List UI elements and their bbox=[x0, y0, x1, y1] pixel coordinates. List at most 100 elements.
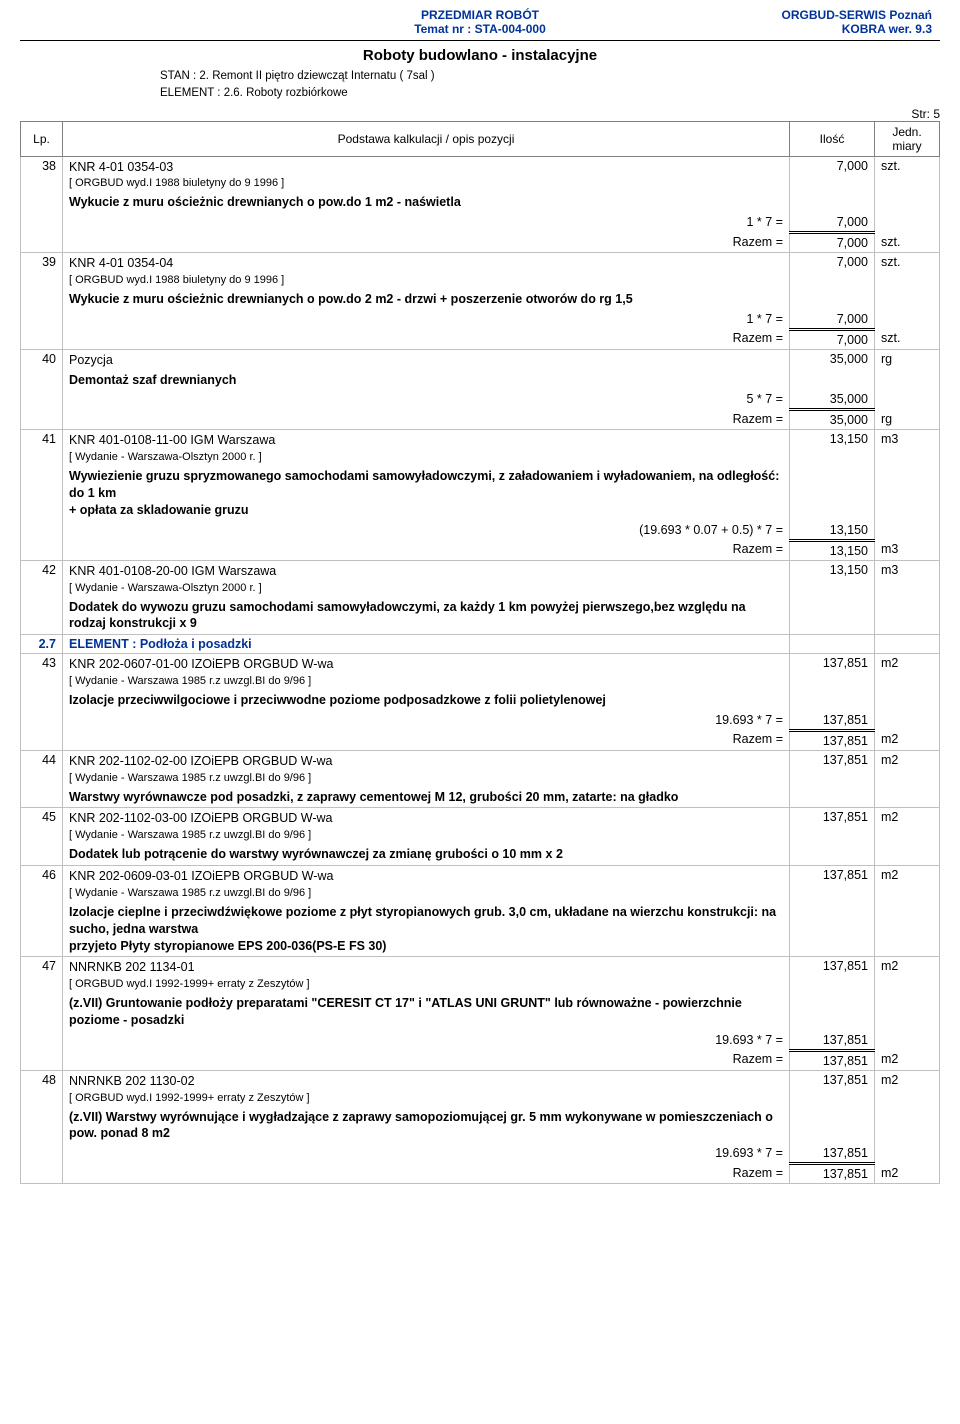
cell-desc: KNR 202-0607-01-00 IZOiEPB ORGBUD W-wa [… bbox=[63, 654, 790, 711]
item-desc: Warstwy wyrównawcze pod posadzki, z zapr… bbox=[69, 789, 783, 806]
razem-unit: m2 bbox=[875, 1164, 940, 1184]
cell-desc: NNRNKB 202 1134-01 [ ORGBUD wyd.I 1992-1… bbox=[63, 957, 790, 1031]
item-code: KNR 4-01 0354-04 bbox=[69, 255, 783, 272]
item-ref: [ Wydanie - Warszawa 1985 r.z uwzgl.BI d… bbox=[69, 828, 783, 843]
cell-unit: m2 bbox=[875, 1070, 940, 1144]
razem-unit: m2 bbox=[875, 1050, 940, 1070]
header-doc-type: PRZEDMIAR ROBÓT bbox=[268, 8, 692, 22]
item-desc: Dodatek lub potrącenie do warstwy wyrówn… bbox=[69, 846, 783, 863]
item-desc: Wykucie z muru ościeżnic drewnianych o p… bbox=[69, 291, 783, 308]
cell-lp: 39 bbox=[21, 253, 63, 310]
item-ref: [ ORGBUD wyd.I 1992-1999+ erraty z Zeszy… bbox=[69, 977, 783, 992]
cell-qty: 137,851 bbox=[790, 957, 875, 1031]
cell-unit: szt. bbox=[875, 156, 940, 213]
item-code: KNR 202-0609-03-01 IZOiEPB ORGBUD W-wa bbox=[69, 868, 783, 885]
document-title: Roboty budowlano - instalacyjne bbox=[20, 47, 940, 64]
header-company: ORGBUD-SERWIS Poznań bbox=[692, 8, 932, 22]
calc-value: 35,000 bbox=[790, 390, 875, 410]
page-container: PRZEDMIAR ROBÓT Temat nr : STA-004-000 O… bbox=[0, 0, 960, 1204]
item-desc-1: Wywiezienie gruzu spryzmowanego samochod… bbox=[69, 468, 783, 502]
item-code: NNRNKB 202 1134-01 bbox=[69, 959, 783, 976]
th-qty: Ilość bbox=[790, 121, 875, 156]
cell-desc: KNR 202-1102-02-00 IZOiEPB ORGBUD W-wa [… bbox=[63, 750, 790, 808]
cell-unit: m3 bbox=[875, 560, 940, 634]
razem-unit: szt. bbox=[875, 329, 940, 349]
item-desc: Demontaż szaf drewnianych bbox=[69, 372, 783, 389]
table-row: 46 KNR 202-0609-03-01 IZOiEPB ORGBUD W-w… bbox=[21, 866, 940, 957]
calc-row: 1 * 7 = 7,000 bbox=[21, 310, 940, 330]
calc-expr: 19.693 * 7 = bbox=[63, 711, 790, 731]
razem-label: Razem = bbox=[63, 1164, 790, 1184]
table-row: 47 NNRNKB 202 1134-01 [ ORGBUD wyd.I 199… bbox=[21, 957, 940, 1031]
cell-desc: KNR 401-0108-11-00 IGM Warszawa [ Wydani… bbox=[63, 430, 790, 521]
item-code: KNR 4-01 0354-03 bbox=[69, 159, 783, 176]
section-label: ELEMENT : Podłoża i posadzki bbox=[63, 635, 790, 654]
cell-qty: 137,851 bbox=[790, 866, 875, 957]
element-line: ELEMENT : 2.6. Roboty rozbiórkowe bbox=[160, 85, 940, 102]
cell-qty: 137,851 bbox=[790, 750, 875, 808]
cell-unit: m2 bbox=[875, 750, 940, 808]
calc-row: 19.693 * 7 = 137,851 bbox=[21, 1144, 940, 1164]
razem-row: Razem = 13,150 m3 bbox=[21, 540, 940, 560]
razem-unit: m3 bbox=[875, 540, 940, 560]
cell-desc: NNRNKB 202 1130-02 [ ORGBUD wyd.I 1992-1… bbox=[63, 1070, 790, 1144]
item-desc: (z.VII) Warstwy wyrównujące i wygładzają… bbox=[69, 1109, 783, 1143]
razem-row: Razem = 137,851 m2 bbox=[21, 1050, 940, 1070]
stan-line: STAN : 2. Remont II piętro dziewcząt Int… bbox=[160, 68, 940, 85]
cell-lp: 38 bbox=[21, 156, 63, 213]
cell-unit: rg bbox=[875, 349, 940, 390]
item-ref: [ Wydanie - Warszawa 1985 r.z uwzgl.BI d… bbox=[69, 886, 783, 901]
cell-desc: Pozycja Demontaż szaf drewnianych bbox=[63, 349, 790, 390]
cell-lp: 45 bbox=[21, 808, 63, 866]
calc-value: 137,851 bbox=[790, 1144, 875, 1164]
calc-row: 19.693 * 7 = 137,851 bbox=[21, 1031, 940, 1051]
calc-expr: 1 * 7 = bbox=[63, 310, 790, 330]
document-header: PRZEDMIAR ROBÓT Temat nr : STA-004-000 O… bbox=[20, 8, 940, 36]
calc-expr: 19.693 * 7 = bbox=[63, 1031, 790, 1051]
item-desc-1: Izolacje cieplne i przeciwdźwiękowe pozi… bbox=[69, 904, 783, 938]
table-row: 40 Pozycja Demontaż szaf drewnianych 35,… bbox=[21, 349, 940, 390]
razem-row: Razem = 7,000 szt. bbox=[21, 233, 940, 253]
item-ref: [ Wydanie - Warszawa-Olsztyn 2000 r. ] bbox=[69, 581, 783, 596]
calc-row: 1 * 7 = 7,000 bbox=[21, 213, 940, 233]
cell-unit: m2 bbox=[875, 866, 940, 957]
item-ref: [ Wydanie - Warszawa-Olsztyn 2000 r. ] bbox=[69, 450, 783, 465]
cell-desc: KNR 202-0609-03-01 IZOiEPB ORGBUD W-wa [… bbox=[63, 866, 790, 957]
calc-value: 137,851 bbox=[790, 1031, 875, 1051]
cell-qty: 137,851 bbox=[790, 808, 875, 866]
table-row: 38 KNR 4-01 0354-03 [ ORGBUD wyd.I 1988 … bbox=[21, 156, 940, 213]
item-ref: [ Wydanie - Warszawa 1985 r.z uwzgl.BI d… bbox=[69, 674, 783, 689]
item-code: Pozycja bbox=[69, 352, 783, 369]
cell-lp: 40 bbox=[21, 349, 63, 390]
calc-expr: 1 * 7 = bbox=[63, 213, 790, 233]
razem-label: Razem = bbox=[63, 1050, 790, 1070]
razem-value: 7,000 bbox=[790, 329, 875, 349]
razem-row: Razem = 137,851 m2 bbox=[21, 730, 940, 750]
item-desc: Izolacje przeciwwilgociowe i przeciwwodn… bbox=[69, 692, 783, 709]
cell-lp: 48 bbox=[21, 1070, 63, 1144]
razem-unit: m2 bbox=[875, 730, 940, 750]
razem-value: 137,851 bbox=[790, 1050, 875, 1070]
razem-value: 13,150 bbox=[790, 540, 875, 560]
calc-value: 7,000 bbox=[790, 310, 875, 330]
section-row: 2.7 ELEMENT : Podłoża i posadzki bbox=[21, 635, 940, 654]
razem-label: Razem = bbox=[63, 329, 790, 349]
table-row: 41 KNR 401-0108-11-00 IGM Warszawa [ Wyd… bbox=[21, 430, 940, 521]
calc-row: 19.693 * 7 = 137,851 bbox=[21, 711, 940, 731]
header-right: ORGBUD-SERWIS Poznań KOBRA wer. 9.3 bbox=[692, 8, 932, 36]
cell-qty: 7,000 bbox=[790, 253, 875, 310]
cost-estimate-table: Lp. Podstawa kalkulacji / opis pozycji I… bbox=[20, 121, 940, 1185]
calc-expr: (19.693 * 0.07 + 0.5) * 7 = bbox=[63, 521, 790, 541]
cell-qty: 35,000 bbox=[790, 349, 875, 390]
item-code: KNR 401-0108-11-00 IGM Warszawa bbox=[69, 432, 783, 449]
cell-lp: 44 bbox=[21, 750, 63, 808]
th-desc: Podstawa kalkulacji / opis pozycji bbox=[63, 121, 790, 156]
cell-lp: 41 bbox=[21, 430, 63, 521]
razem-value: 137,851 bbox=[790, 730, 875, 750]
cell-qty: 7,000 bbox=[790, 156, 875, 213]
calc-expr: 19.693 * 7 = bbox=[63, 1144, 790, 1164]
razem-row: Razem = 7,000 szt. bbox=[21, 329, 940, 349]
cell-qty: 13,150 bbox=[790, 430, 875, 521]
calc-row: 5 * 7 = 35,000 bbox=[21, 390, 940, 410]
cell-lp: 46 bbox=[21, 866, 63, 957]
